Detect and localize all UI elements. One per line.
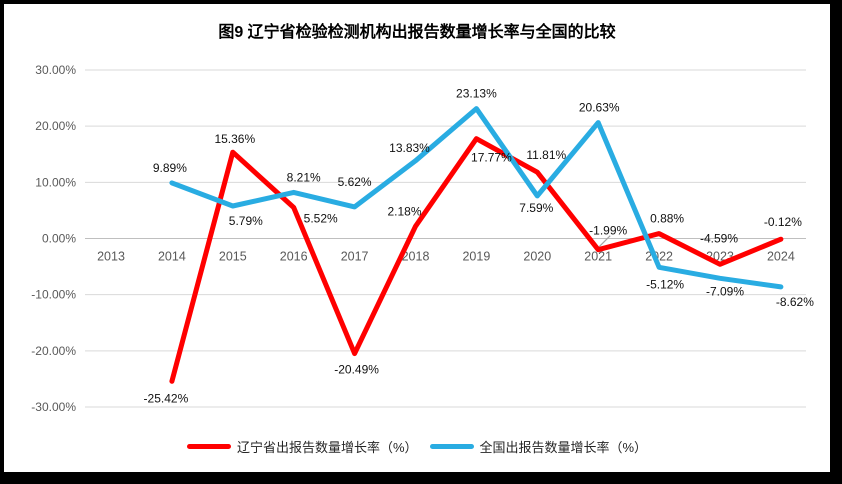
gridlines [85,69,806,408]
data-labels: -25.42% 15.36% 5.52% -20.49% 2.18% 17.77% 11.8… [144,87,815,406]
chart-plot-area: 30.00% 20.00% 10.00% 0.00% -10.00% -20.00% -30… [31,63,815,414]
y-axis-tick-labels: 30.00% 20.00% 10.00% 0.00% -10.00% -20.00% -30… [31,63,76,414]
data-point-label: 9.89% [153,161,187,175]
x-tick-label: 2014 [158,250,186,264]
data-point-label: -8.62% [776,295,814,309]
y-tick-label: -20.00% [31,344,76,358]
y-tick-label: 30.00% [35,63,76,77]
data-point-label: 20.63% [579,101,620,115]
data-point-label: 5.79% [229,214,263,228]
data-point-label: -0.12% [764,215,802,229]
data-point-label: -4.59% [700,231,738,245]
x-axis-category-labels: 2013 2014 2015 2016 2017 2018 2019 2020 2021 2022… [97,250,795,264]
data-point-label: 2.18% [387,204,421,218]
x-tick-label: 2019 [462,250,490,264]
y-tick-label: -30.00% [31,400,76,414]
data-point-label: 11.81% [526,148,566,162]
x-tick-label: 2024 [767,250,795,264]
chart-title: 图9 辽宁省检验检测机构出报告数量增长率与全国的比较 [218,24,616,41]
x-tick-label: 2013 [97,250,125,264]
data-point-label: 15.36% [214,132,255,146]
data-point-label: 0.88% [650,212,684,226]
legend-swatch-national-icon [429,444,474,449]
data-point-label: -5.12% [646,277,684,291]
data-point-label: 17.77% [471,151,512,165]
x-tick-label: 2017 [341,250,369,264]
data-point-label: 5.62% [338,175,372,189]
y-tick-label: -10.00% [31,288,76,302]
x-tick-label: 2020 [523,250,551,264]
label-leader-line [598,235,611,248]
data-point-label: 23.13% [456,87,497,101]
data-point-label: -20.49% [334,363,379,377]
y-tick-label: 10.00% [35,175,76,189]
legend-label-national: 全国出报告数量增长率（%） [479,440,648,455]
x-tick-label: 2015 [219,250,247,264]
chart-legend: 辽宁省出报告数量增长率（%） 全国出报告数量增长率（%） [4,437,830,456]
data-point-label: -7.09% [706,284,744,298]
legend-label-liaoning: 辽宁省出报告数量增长率（%） [236,440,418,455]
y-tick-label: 0.00% [42,232,76,246]
legend-item-national: 全国出报告数量增长率（%） [429,437,648,456]
x-tick-label: 2021 [584,250,612,264]
legend-swatch-liaoning-icon [186,444,231,449]
data-point-label: -1.99% [589,224,627,238]
x-tick-label: 2018 [402,250,430,264]
data-point-label: 8.21% [287,170,321,184]
data-point-label: 5.52% [304,212,338,226]
x-tick-label: 2016 [280,250,308,264]
liaoning-series-line [169,136,784,384]
data-point-label: 7.59% [519,201,553,215]
data-point-label: -25.42% [144,391,189,405]
national-series-line [169,106,784,290]
data-point-label: 13.83% [389,141,430,155]
y-tick-label: 20.00% [35,119,76,133]
legend-item-liaoning: 辽宁省出报告数量增长率（%） [186,437,418,456]
